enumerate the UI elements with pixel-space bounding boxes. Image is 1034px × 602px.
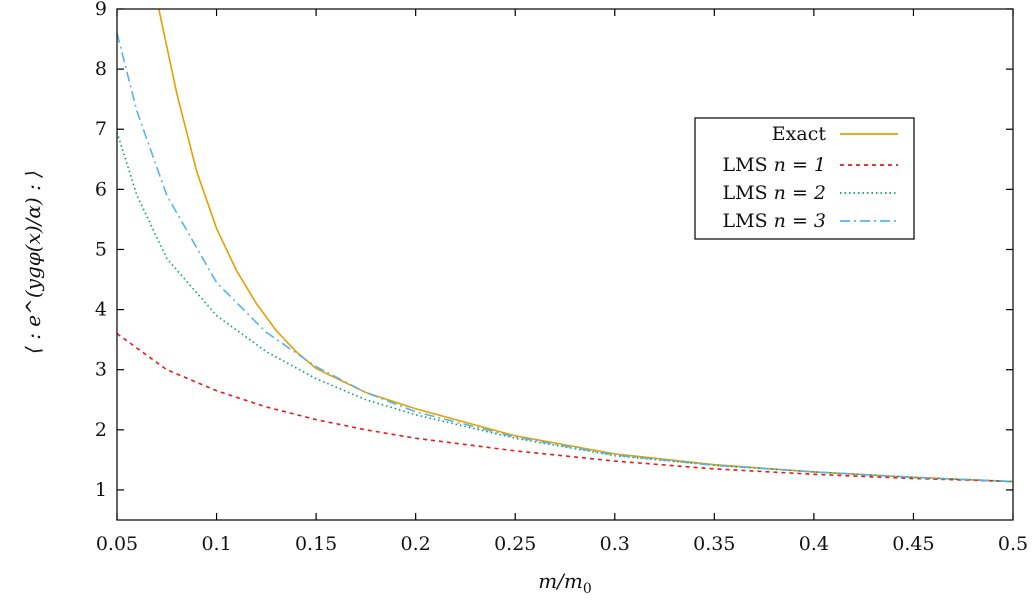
x-tick-label: 0.05	[96, 533, 138, 555]
x-axis-title-base: m/m	[538, 569, 583, 593]
x-tick-label: 0.15	[295, 533, 337, 555]
legend-box	[694, 117, 915, 240]
legend-label-text: LMS	[723, 154, 768, 176]
x-axis-title-subscript: 0	[583, 581, 592, 597]
y-axis-title-group: ⟨ : e^(ygφ(x)/α) : ⟩	[21, 170, 45, 354]
series-line-3	[117, 131, 1013, 483]
plot-frame	[116, 8, 1014, 521]
y-tick-label: 1	[95, 479, 107, 501]
x-tick-label: 0.3	[600, 533, 630, 555]
x-tick-label: 0.25	[494, 533, 536, 555]
y-tick-label: 2	[95, 419, 107, 441]
y-tick-label: 7	[95, 118, 107, 140]
y-tick-label: 9	[95, 0, 107, 20]
legend-label-text: LMS	[723, 182, 768, 204]
y-tick-label: 5	[95, 238, 107, 260]
series-line-4	[117, 32, 1013, 483]
y-tick-label: 4	[95, 299, 107, 321]
legend-label-text: LMS	[723, 210, 768, 232]
y-tick-label: 3	[95, 359, 107, 381]
y-axis-title: ⟨ : e^(ygφ(x)/α) : ⟩	[21, 170, 45, 354]
series-line-1	[158, 9, 1013, 483]
legend-label-1: Exact	[772, 123, 827, 145]
legend-label-text: Exact	[772, 123, 827, 145]
y-tick-label: 6	[95, 178, 107, 200]
x-tick-label: 0.45	[892, 533, 934, 555]
y-tick-label: 8	[95, 58, 107, 80]
x-tick-label: 0.2	[401, 533, 431, 555]
legend-label-math: n = 1	[768, 154, 826, 176]
x-axis-title: m/m0	[538, 569, 592, 597]
legend-label-4: LMS n = 3	[723, 210, 826, 232]
x-tick-label: 0.35	[693, 533, 735, 555]
legend-label-3: LMS n = 2	[723, 182, 826, 204]
x-tick-label: 0.5	[998, 533, 1028, 555]
series-line-2	[117, 332, 1013, 483]
legend-label-2: LMS n = 1	[723, 154, 826, 176]
axis-ticks: 0.05 0.1 0.15 0.2 0.25 0.3 0.35 0.4 0.45 0.5 1 2 3 4 5…	[95, 0, 1028, 555]
legend-label-math: n = 2	[768, 182, 826, 204]
legend-label-math: n = 3	[768, 210, 826, 232]
series-layer	[117, 9, 1013, 483]
x-tick-label: 0.1	[201, 533, 231, 555]
x-tick-label: 0.4	[799, 533, 829, 555]
